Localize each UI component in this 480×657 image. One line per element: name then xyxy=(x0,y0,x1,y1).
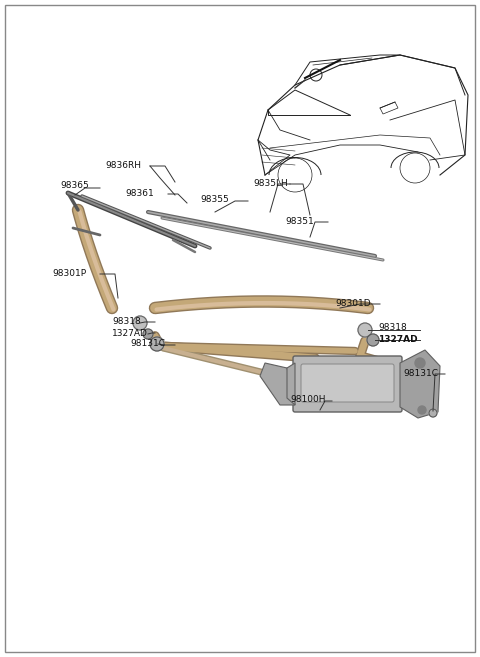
Text: 98301P: 98301P xyxy=(52,269,86,277)
Polygon shape xyxy=(400,350,440,418)
Polygon shape xyxy=(287,363,295,405)
Text: 98361: 98361 xyxy=(125,189,154,198)
Text: 98318: 98318 xyxy=(112,317,141,327)
Text: 98318: 98318 xyxy=(378,323,407,332)
Text: 98131C: 98131C xyxy=(130,340,165,348)
FancyBboxPatch shape xyxy=(293,356,402,412)
FancyBboxPatch shape xyxy=(301,364,394,402)
Circle shape xyxy=(429,409,437,417)
Circle shape xyxy=(415,358,425,368)
Text: 9836RH: 9836RH xyxy=(105,160,141,170)
Circle shape xyxy=(143,329,153,339)
Circle shape xyxy=(418,406,426,414)
Text: 9835LH: 9835LH xyxy=(253,179,288,187)
Polygon shape xyxy=(260,363,295,405)
Text: 1327AD: 1327AD xyxy=(378,334,418,344)
Text: 98355: 98355 xyxy=(200,196,229,204)
Text: 98301D: 98301D xyxy=(335,298,371,307)
Text: 98365: 98365 xyxy=(60,181,89,191)
Circle shape xyxy=(150,337,164,351)
Circle shape xyxy=(358,323,372,337)
Text: 98351: 98351 xyxy=(285,217,314,225)
Text: 1327AD: 1327AD xyxy=(112,328,148,338)
Circle shape xyxy=(367,334,379,346)
Circle shape xyxy=(133,316,147,330)
Text: 98100H: 98100H xyxy=(290,396,325,405)
Text: 98131C: 98131C xyxy=(403,369,438,378)
